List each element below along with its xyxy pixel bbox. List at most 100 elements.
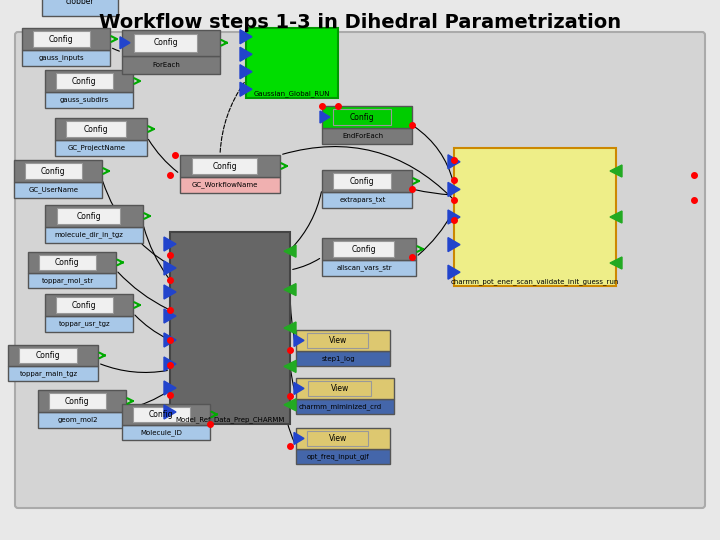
Text: gauss_inputs: gauss_inputs (39, 55, 84, 62)
Polygon shape (164, 309, 176, 323)
Text: Gaussian_Global_RUN: Gaussian_Global_RUN (253, 90, 330, 97)
Bar (55, 298, 113, 313)
Polygon shape (164, 333, 176, 347)
Text: Config: Config (65, 396, 89, 406)
Bar (122, 56, 220, 74)
Bar (454, 148, 616, 286)
Bar (296, 399, 394, 414)
Text: charmm_miminized_crd: charmm_miminized_crd (299, 403, 382, 410)
Bar (296, 351, 390, 366)
Bar (22, 50, 110, 66)
Bar (296, 330, 390, 351)
Bar (296, 428, 390, 449)
Bar (39, 255, 96, 270)
Polygon shape (164, 357, 176, 371)
Bar (24, 163, 82, 179)
Text: gauss_subdirs: gauss_subdirs (60, 97, 109, 103)
Polygon shape (240, 47, 252, 61)
Polygon shape (164, 405, 176, 419)
Polygon shape (284, 284, 296, 295)
Text: View: View (329, 434, 347, 443)
Bar (66, 122, 126, 137)
Text: ForEach: ForEach (152, 62, 180, 68)
Polygon shape (610, 165, 622, 177)
Bar (48, 393, 106, 409)
Polygon shape (284, 360, 296, 373)
Bar (122, 404, 210, 425)
Polygon shape (284, 399, 296, 411)
Polygon shape (448, 238, 460, 252)
Bar (45, 92, 133, 108)
Bar (333, 241, 395, 256)
Bar (55, 118, 147, 140)
Bar (32, 31, 90, 47)
Bar (122, 425, 210, 440)
Bar (307, 333, 369, 348)
Bar (55, 73, 113, 89)
Text: Config: Config (55, 258, 79, 267)
Bar (322, 192, 412, 208)
Polygon shape (320, 111, 330, 123)
Text: toppar_mol_str: toppar_mol_str (42, 277, 94, 284)
Polygon shape (164, 261, 176, 275)
Text: Config: Config (212, 161, 237, 171)
Bar (45, 70, 133, 92)
Bar (180, 155, 280, 177)
Bar (322, 260, 416, 276)
Polygon shape (164, 381, 176, 395)
Bar (28, 273, 116, 288)
Polygon shape (448, 183, 460, 197)
Bar (14, 160, 102, 182)
FancyBboxPatch shape (15, 32, 705, 508)
Bar (57, 208, 120, 224)
Bar (45, 227, 143, 243)
Polygon shape (164, 237, 176, 251)
Text: Config: Config (149, 410, 174, 419)
Text: Config: Config (72, 77, 96, 85)
Text: allscan_vars_str: allscan_vars_str (336, 265, 392, 272)
Polygon shape (610, 211, 622, 223)
Polygon shape (240, 65, 252, 79)
Bar (42, 0, 118, 16)
Bar (322, 170, 412, 192)
Text: Molecule_ID: Molecule_ID (140, 429, 183, 436)
Text: Config: Config (49, 35, 73, 44)
Text: opt_freq_input_gjf: opt_freq_input_gjf (307, 453, 369, 460)
Bar (22, 28, 110, 50)
Text: View: View (330, 384, 348, 393)
Bar (55, 140, 147, 156)
Bar (45, 205, 143, 227)
Polygon shape (284, 322, 296, 334)
Bar (8, 366, 98, 381)
Text: Config: Config (36, 351, 60, 360)
Bar (322, 106, 412, 128)
Bar (307, 431, 369, 445)
Polygon shape (164, 285, 176, 299)
Text: clobber: clobber (66, 0, 94, 6)
Bar (45, 316, 133, 332)
Text: geom_mol2: geom_mol2 (58, 417, 98, 423)
Text: GC_UserName: GC_UserName (29, 187, 78, 193)
Bar (307, 381, 372, 396)
Bar (322, 238, 416, 260)
Bar (322, 128, 412, 144)
Text: Config: Config (84, 125, 108, 133)
Text: Config: Config (350, 177, 374, 186)
Bar (192, 158, 257, 174)
Text: Workflow steps 1-3 in Dihedral Parametrization: Workflow steps 1-3 in Dihedral Parametri… (99, 12, 621, 31)
Bar (296, 449, 390, 464)
Bar (14, 182, 102, 198)
Polygon shape (294, 433, 304, 444)
Bar (122, 30, 220, 56)
Polygon shape (610, 257, 622, 269)
Polygon shape (120, 37, 130, 49)
Polygon shape (240, 82, 252, 96)
Text: Config: Config (72, 301, 96, 309)
Bar (45, 294, 133, 316)
Polygon shape (448, 155, 460, 169)
Text: charmm_pot_ener_scan_validate_init_guess_run: charmm_pot_ener_scan_validate_init_guess… (451, 278, 619, 285)
Bar (296, 378, 394, 399)
Text: Config: Config (351, 245, 376, 253)
Bar (180, 177, 280, 193)
Text: toppar_main_tgz: toppar_main_tgz (19, 370, 78, 377)
